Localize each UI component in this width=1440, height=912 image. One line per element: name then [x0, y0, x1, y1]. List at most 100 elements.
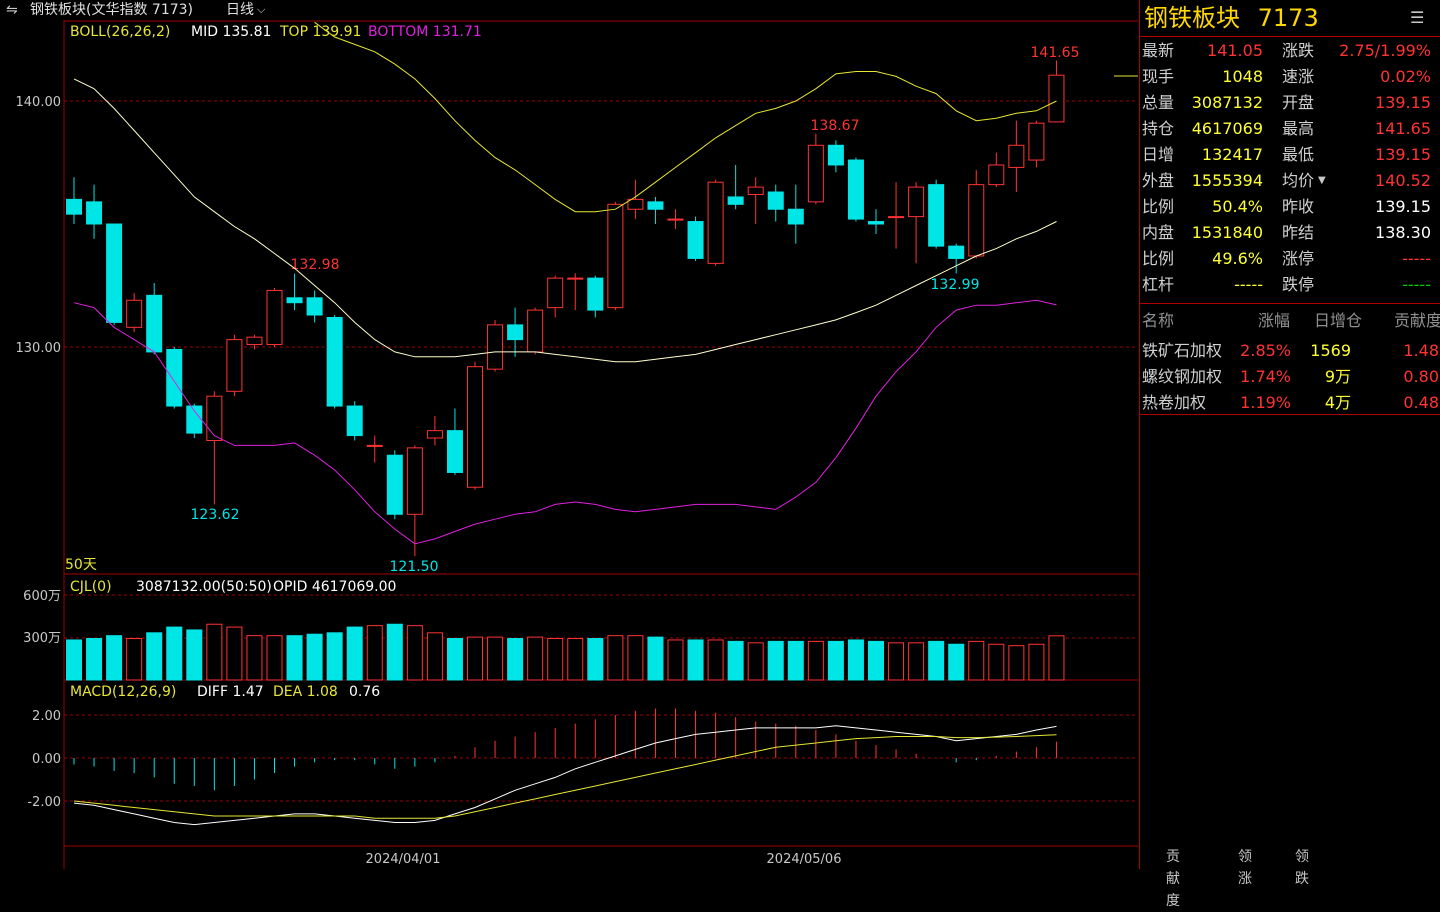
boll-label[interactable]: BOLL(26,26,2)	[70, 24, 170, 40]
volume-bar	[928, 640, 945, 681]
candle-body	[1028, 122, 1045, 161]
contrib-value: 0.80	[1403, 367, 1439, 386]
candle-body	[186, 405, 203, 434]
quote-value: 1555394	[1191, 171, 1263, 190]
quote-label: 比例	[1142, 197, 1175, 216]
candle-body	[326, 316, 343, 407]
quote-label[interactable]: 均价	[1282, 171, 1315, 190]
quote-value: 3087132	[1191, 93, 1263, 112]
tab-leading-down[interactable]: 领跌	[1295, 849, 1309, 887]
contrib-row[interactable]: 热卷加权 1.19% 4万 0.48	[1140, 390, 1440, 416]
macd-tick-neg2: -2.00	[27, 795, 61, 810]
candle-body	[888, 216, 905, 219]
chevron-down-icon[interactable]: ▼	[1318, 175, 1326, 186]
boll-mid-line	[73, 78, 1057, 363]
date-label-0401: 2024/04/01	[366, 852, 441, 867]
link-icon[interactable]: ⇋	[6, 2, 18, 18]
volume-bar	[446, 638, 463, 681]
contrib-header-cell: 涨幅	[1258, 311, 1291, 330]
candle-body	[547, 277, 564, 309]
dea-line	[73, 734, 1057, 819]
quote-label: 内盘	[1142, 223, 1175, 242]
quote-value: 1048	[1222, 67, 1263, 86]
macd-tick-2: 2.00	[32, 709, 61, 724]
candle-body	[266, 289, 283, 346]
quote-value: 0.02%	[1380, 67, 1431, 86]
low-annotation-1: 123.62	[191, 507, 240, 523]
volume-bar	[727, 640, 744, 681]
contrib-row[interactable]: 铁矿石加权 2.85% 1569 1.48	[1140, 338, 1440, 364]
candle-body	[827, 144, 844, 166]
quote-row: 杠杆 ----- 跌停 -----	[1140, 272, 1440, 298]
candle-body	[787, 208, 804, 225]
macd-diff: DIFF 1.47	[197, 684, 264, 700]
macd-tick-0: 0.00	[32, 752, 61, 767]
volume-bar	[847, 639, 864, 681]
candle-body	[346, 405, 363, 437]
quote-value: 139.15	[1375, 145, 1431, 164]
tab-leading-up[interactable]: 领涨	[1238, 849, 1252, 887]
quote-row: 总量 3087132 开盘 139.15	[1140, 90, 1440, 116]
cjl-label[interactable]: CJL(0)	[70, 579, 112, 595]
candle-body	[908, 186, 925, 218]
cjl-volume: 3087132.00(50:50)	[136, 579, 272, 595]
candle-body	[66, 198, 82, 215]
candle-body	[406, 447, 423, 515]
candle-body	[567, 277, 584, 280]
list-menu-icon[interactable]: ☰	[1410, 8, 1425, 27]
candle-body	[1008, 144, 1025, 168]
volume-bar	[186, 629, 203, 681]
quote-label: 比例	[1142, 249, 1175, 268]
boll-bottom-line	[73, 299, 1057, 545]
quote-row: 日增 132417 最低 139.15	[1140, 142, 1440, 168]
volume-bar	[968, 640, 985, 681]
volume-bar	[667, 639, 684, 681]
contrib-header-cell: 贡献度	[1394, 311, 1440, 330]
quote-row: 内盘 1531840 昨结 138.30	[1140, 220, 1440, 246]
quote-value: 4617069	[1191, 119, 1263, 138]
candle-body	[527, 309, 544, 353]
contrib-value: 1.48	[1403, 341, 1439, 360]
volume-bar	[487, 636, 504, 681]
tab-contribution[interactable]: 贡献度	[1166, 849, 1180, 909]
volume-bar	[827, 640, 844, 681]
contrib-name: 铁矿石加权	[1142, 341, 1223, 360]
volume-bar	[647, 636, 664, 681]
volume-bar	[326, 632, 343, 681]
title-bar: ⇋ 钢铁板块(文华指数 7173) 日线 ⌵	[0, 0, 1138, 20]
candle-body	[707, 181, 724, 264]
candle-body	[1048, 74, 1065, 123]
candle-body	[467, 366, 483, 488]
date-label-0506: 2024/05/06	[767, 852, 842, 867]
quote-label: 昨结	[1282, 223, 1315, 242]
volume-bar	[747, 642, 764, 681]
volume-bar	[206, 623, 223, 681]
macd-label[interactable]: MACD(12,26,9)	[70, 684, 176, 700]
kline-chart[interactable]: BOLL(26,26,2) MID 135.81 TOP 139.91 BOTT…	[0, 20, 1138, 869]
quote-row: 比例 49.6% 涨停 -----	[1140, 246, 1440, 272]
chevron-down-icon[interactable]: ⌵	[257, 3, 266, 16]
contrib-inc: 9万	[1324, 367, 1351, 386]
volume-bar	[948, 643, 965, 681]
chart-canvas[interactable]: BOLL(26,26,2) MID 135.81 TOP 139.91 BOTT…	[0, 20, 1138, 869]
macd-value: 0.76	[349, 684, 380, 700]
volume-bar	[707, 639, 724, 681]
contrib-inc: 1569	[1310, 341, 1351, 360]
contrib-name: 热卷加权	[1142, 393, 1207, 412]
candle-body	[647, 201, 664, 210]
contrib-row[interactable]: 螺纹钢加权 1.74% 9万 0.80	[1140, 364, 1440, 390]
quote-row: 持仓 4617069 最高 141.65	[1140, 116, 1440, 142]
low-annotation-3: 132.99	[931, 277, 980, 293]
candle-body	[847, 159, 864, 220]
candle-body	[106, 223, 123, 323]
volume-bar	[346, 626, 363, 681]
volume-bar	[146, 632, 163, 681]
period-selector[interactable]: 日线	[226, 2, 254, 18]
contrib-header-cell: 日增仓	[1314, 311, 1363, 330]
quote-value: 1531840	[1191, 223, 1263, 242]
candle-body	[166, 348, 183, 407]
candle-body	[386, 454, 403, 515]
quote-value: 132417	[1201, 145, 1263, 164]
quote-label: 最新	[1142, 41, 1175, 60]
volume-bar	[807, 640, 824, 681]
